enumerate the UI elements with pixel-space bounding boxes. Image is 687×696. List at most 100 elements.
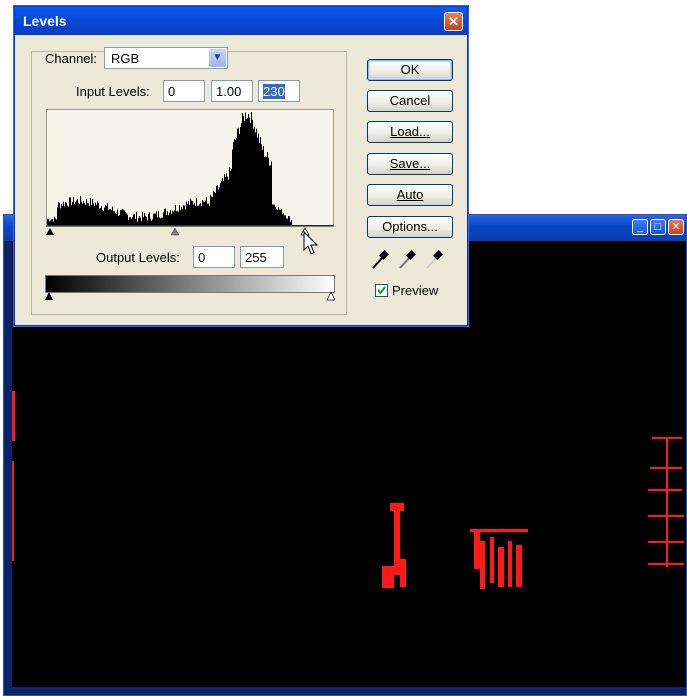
histogram-bar xyxy=(63,201,64,226)
input-white-value: 230 xyxy=(263,84,285,99)
histogram-bar xyxy=(103,210,104,226)
output-black-field[interactable]: 0 xyxy=(193,246,235,268)
white-eyedropper-icon[interactable] xyxy=(426,250,443,269)
input-slider[interactable] xyxy=(46,225,334,237)
histogram-bar xyxy=(100,207,101,226)
input-white-field[interactable]: 230 xyxy=(258,80,300,102)
histogram-bar xyxy=(199,204,200,226)
output-slider[interactable] xyxy=(45,291,335,301)
histogram-bar xyxy=(218,189,219,226)
histogram-bar xyxy=(236,137,237,226)
histogram-bar xyxy=(202,200,203,226)
histogram-bar xyxy=(131,218,132,226)
histogram-bar xyxy=(156,211,157,226)
ok-button[interactable]: OK xyxy=(367,59,453,81)
histogram-bar xyxy=(222,178,223,226)
histogram-bar xyxy=(229,167,230,226)
histogram-bar xyxy=(280,209,281,226)
close-icon[interactable]: ✕ xyxy=(668,219,684,235)
histogram-bar xyxy=(114,211,115,226)
save-button[interactable]: Save... xyxy=(367,153,453,175)
load-button[interactable]: Load... xyxy=(367,121,453,143)
histogram-bar xyxy=(62,206,63,226)
output-levels-label: Output Levels: xyxy=(96,250,180,265)
histogram-bar xyxy=(74,204,75,226)
histogram-bar xyxy=(72,201,73,226)
histogram-bar xyxy=(81,201,82,226)
black-eyedropper-icon[interactable] xyxy=(372,250,389,269)
histogram-bar xyxy=(284,215,285,226)
gray-eyedropper-icon[interactable] xyxy=(399,250,416,269)
histogram-bar xyxy=(120,210,121,226)
histogram-bar xyxy=(147,220,148,226)
histogram-bar xyxy=(91,205,92,226)
histogram-bar xyxy=(109,209,110,226)
histogram-bar xyxy=(88,203,89,226)
chevron-down-icon[interactable]: ▼ xyxy=(209,49,226,67)
histogram-bar xyxy=(287,218,288,226)
black-point-handle[interactable] xyxy=(46,228,54,235)
minimize-icon[interactable]: _ xyxy=(632,219,648,235)
histogram-bar xyxy=(271,161,272,226)
histogram-bar xyxy=(98,203,99,226)
histogram-bar xyxy=(61,203,62,226)
thresholded-image xyxy=(12,391,684,589)
histogram-bar xyxy=(105,205,106,226)
options-button[interactable]: Options... xyxy=(367,216,453,238)
input-black-field[interactable]: 0 xyxy=(163,80,205,102)
histogram-bar xyxy=(51,219,52,226)
histogram-bar xyxy=(260,137,261,226)
histogram-bar xyxy=(191,200,192,226)
checkbox-icon[interactable] xyxy=(375,284,388,297)
gamma-handle[interactable] xyxy=(170,227,180,236)
histogram-bar xyxy=(184,205,185,226)
histogram-bar xyxy=(291,219,292,226)
histogram-bar xyxy=(159,217,160,226)
histogram-bar xyxy=(174,210,175,226)
histogram-bar xyxy=(256,128,257,226)
histogram-bar xyxy=(223,181,224,226)
histogram-bar xyxy=(69,197,70,226)
histogram-bar xyxy=(258,133,259,226)
histogram-bar xyxy=(198,205,199,226)
histogram-bar xyxy=(94,205,95,226)
histogram-bar xyxy=(214,192,215,226)
histogram-bar xyxy=(57,207,58,226)
histogram-bar xyxy=(50,220,51,226)
histogram-bar xyxy=(84,203,85,226)
histogram-bar xyxy=(58,202,59,226)
output-white-field[interactable]: 255 xyxy=(240,246,284,268)
channel-label: Channel: xyxy=(45,51,98,66)
histogram-bar xyxy=(173,211,174,226)
histogram-bar xyxy=(252,119,253,226)
histogram-bar xyxy=(157,217,158,226)
histogram-bar xyxy=(102,210,103,226)
histogram-bar xyxy=(282,214,283,226)
output-black-handle[interactable] xyxy=(45,292,53,300)
input-gamma-field[interactable]: 1.00 xyxy=(211,80,253,102)
histogram-bar xyxy=(289,216,290,226)
histogram-bar xyxy=(238,127,239,226)
close-icon[interactable]: ✕ xyxy=(444,12,463,31)
histogram-bar xyxy=(113,210,114,226)
channel-select[interactable]: RGB ▼ xyxy=(104,47,228,69)
histogram-bar xyxy=(230,171,231,226)
histogram-graph xyxy=(47,112,333,226)
histogram-bar xyxy=(189,204,190,226)
output-white-handle[interactable] xyxy=(326,291,335,301)
histogram-bar xyxy=(257,137,258,226)
histogram-bar xyxy=(148,213,149,226)
histogram-bar xyxy=(160,218,161,226)
histogram-bar xyxy=(254,126,255,226)
cancel-button[interactable]: Cancel xyxy=(367,90,453,112)
histogram-bar xyxy=(138,218,139,226)
histogram-bar xyxy=(152,219,153,226)
histogram-bar xyxy=(66,202,67,226)
dialog-titlebar[interactable]: Levels ✕ xyxy=(15,7,467,35)
auto-button[interactable]: Auto xyxy=(367,184,453,206)
histogram-bar xyxy=(116,214,117,226)
channel-value: RGB xyxy=(111,51,140,66)
maximize-icon[interactable]: □ xyxy=(650,219,666,235)
histogram-bar xyxy=(227,176,228,226)
histogram-bar xyxy=(65,202,66,226)
